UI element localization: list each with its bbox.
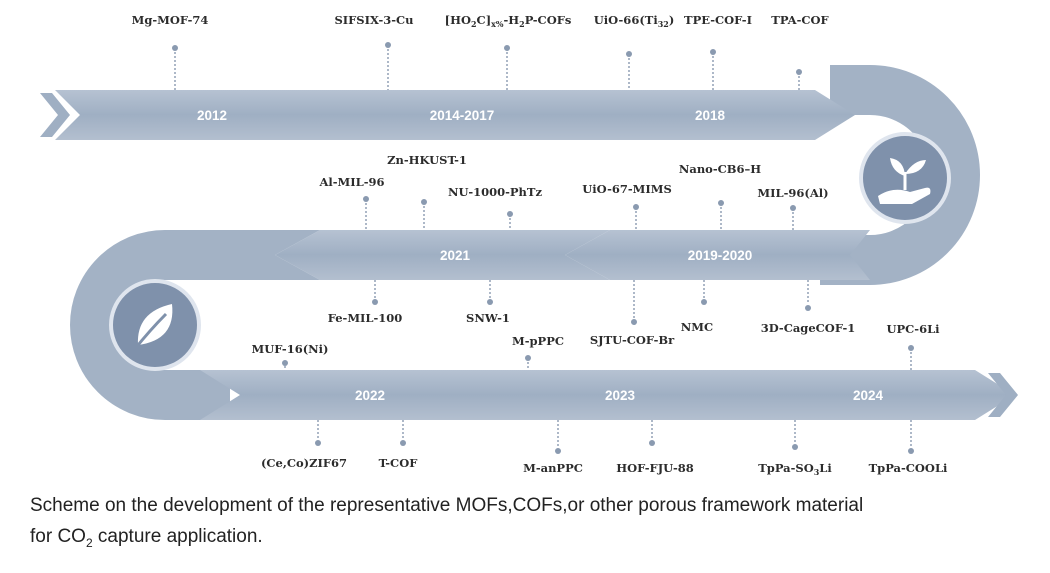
connector-mil-96-al bbox=[790, 205, 796, 230]
label-tppa-cooli: TpPa-COOLi bbox=[869, 461, 948, 475]
label-tpa-cof: TPA-COF bbox=[771, 13, 829, 27]
connector-nano-cb6 bbox=[718, 200, 724, 230]
label-m-anppc: M-anPPC bbox=[523, 461, 583, 475]
connector-nu-1000 bbox=[507, 211, 513, 230]
label-mg-mof-74: Mg-MOF-74 bbox=[132, 13, 209, 27]
connector-m-pppc bbox=[525, 355, 531, 370]
leaf-icon bbox=[109, 279, 201, 371]
connector-3d-cagecof bbox=[805, 280, 811, 311]
label-ce-co-zif67: (Ce,Co)ZIF67 bbox=[261, 456, 347, 470]
connector-uio-67 bbox=[633, 204, 639, 230]
year-2021: 2021 bbox=[440, 248, 471, 263]
label-upc-6li: UPC-6Li bbox=[886, 322, 940, 336]
label-t-cof: T-COF bbox=[379, 456, 419, 470]
label-fe-mil-100: Fe-MIL-100 bbox=[328, 311, 403, 325]
label-sifsix-3-cu: SIFSIX-3-Cu bbox=[334, 13, 413, 27]
row1-arrow-2014-2017 bbox=[235, 90, 615, 140]
connector-hof-fju-88 bbox=[649, 420, 655, 446]
label-nmc: NMC bbox=[681, 320, 713, 334]
connector-tppa-cooli bbox=[908, 420, 914, 454]
connector-muf-16 bbox=[282, 360, 288, 370]
connector-sifsix-3-cu bbox=[385, 42, 391, 90]
label-sjtu-cof-br: SJTU-COF-Br bbox=[590, 333, 675, 347]
connector-t-cof bbox=[400, 420, 406, 446]
plant-in-hand-icon bbox=[859, 132, 951, 224]
caption-line-2-start: for CO bbox=[30, 526, 86, 547]
connector-al-mil-96 bbox=[363, 196, 369, 230]
timeline-diagram: 2012 2014-2017 2018 2021 2019-2020 2022 … bbox=[40, 13, 1018, 477]
connector-mg-mof-74 bbox=[172, 45, 178, 90]
label-snw-1: SNW-1 bbox=[466, 311, 510, 325]
connector-upc-6li bbox=[908, 345, 914, 370]
connector-uio-66 bbox=[626, 51, 632, 90]
row3-arrow-2023 bbox=[470, 370, 760, 420]
connector-sjtu-cof bbox=[631, 280, 637, 325]
label-mil-96-al: MIL-96(Al) bbox=[757, 186, 828, 200]
label-tppa-so3li: TpPa-SO3Li bbox=[758, 461, 832, 477]
year-2019-2020: 2019-2020 bbox=[688, 248, 753, 263]
label-uio-66-ti32: UiO-66(Ti32) bbox=[594, 13, 675, 29]
caption-line-2-end: capture application. bbox=[92, 526, 263, 547]
label-3d-cagecof-1: 3D-CageCOF-1 bbox=[761, 321, 856, 335]
connector-snw-1 bbox=[487, 280, 493, 305]
year-2022: 2022 bbox=[355, 388, 385, 403]
label-muf-16-ni: MUF-16(Ni) bbox=[252, 342, 329, 356]
caption-co2-subscript: 2 bbox=[85, 535, 93, 550]
connector-tpe-cof bbox=[710, 49, 716, 90]
year-2024: 2024 bbox=[853, 388, 884, 403]
label-hof-fju-88: HOF-FJU-88 bbox=[616, 461, 694, 475]
row1-arrow-2018 bbox=[560, 90, 855, 140]
right-turn-band bbox=[820, 65, 980, 285]
connector-ho2c-cofs bbox=[504, 45, 510, 90]
caption-line-2: for CO2 capture application. bbox=[30, 521, 1030, 559]
end-chevron bbox=[988, 373, 1018, 417]
label-al-mil-96: Al-MIL-96 bbox=[318, 175, 384, 189]
figure-caption: Scheme on the development of the represe… bbox=[30, 490, 1030, 559]
start-chevron bbox=[40, 93, 70, 137]
label-zn-hkust-1: Zn-HKUST-1 bbox=[387, 153, 467, 167]
row2-arrow-2019-2020 bbox=[565, 230, 870, 280]
year-2014-2017: 2014-2017 bbox=[430, 108, 495, 123]
label-uio-67-mims: UiO-67-MIMS bbox=[582, 182, 672, 196]
caption-line-1: Scheme on the development of the represe… bbox=[30, 495, 864, 516]
left-turn-band bbox=[70, 230, 230, 420]
year-2023: 2023 bbox=[605, 388, 636, 403]
connector-zn-hkust-1 bbox=[421, 199, 427, 230]
row2-arrow-2021 bbox=[275, 230, 610, 280]
row1-arrow-2012 bbox=[55, 90, 290, 140]
label-m-pppc: M-pPPC bbox=[512, 334, 564, 348]
label-ho2c-h2p-cofs: [HO2C]x%-H2P-COFs bbox=[445, 13, 572, 29]
label-nano-cb6-h: Nano-CB6–H bbox=[679, 162, 761, 176]
connector-tppa-so3li bbox=[792, 420, 798, 450]
connector-m-anppc bbox=[555, 420, 561, 454]
row3-arrow-2024 bbox=[715, 370, 1015, 420]
label-nu-1000-phtz: NU-1000-PhTz bbox=[448, 185, 542, 199]
connector-tpa-cof bbox=[796, 69, 802, 90]
row2-arrow-tail bbox=[190, 230, 320, 280]
year-2012: 2012 bbox=[197, 108, 227, 123]
year-2018: 2018 bbox=[695, 108, 726, 123]
connector-fe-mil-100 bbox=[372, 280, 378, 305]
connector-ce-co-zif67 bbox=[315, 420, 321, 446]
label-tpe-cof-i: TPE-COF-I bbox=[684, 13, 752, 27]
row3-arrow-2022 bbox=[200, 370, 515, 420]
connector-nmc bbox=[701, 280, 707, 305]
